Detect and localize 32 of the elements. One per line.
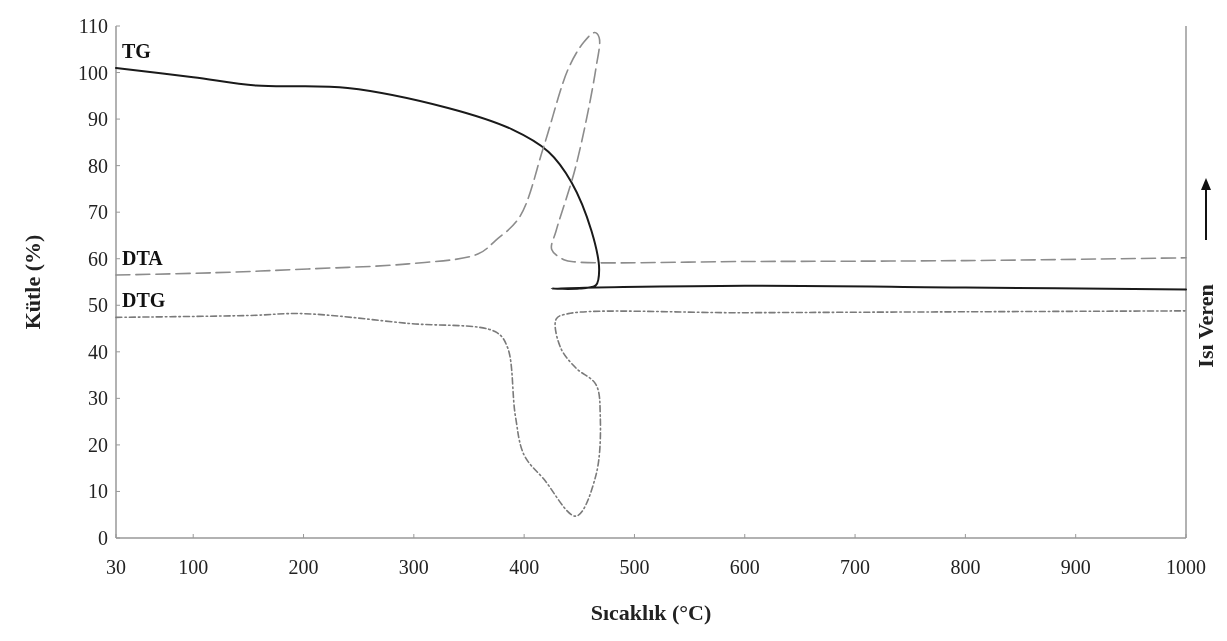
y-tick-label: 0 <box>98 527 108 549</box>
x-tick-label: 300 <box>398 556 429 578</box>
y-tick-label: 100 <box>78 61 108 84</box>
y-tick-label: 10 <box>88 480 108 503</box>
y-tick-label: 90 <box>88 108 108 131</box>
x-tick-label: 100 <box>178 556 209 578</box>
y-tick-label: 80 <box>88 154 108 177</box>
x-tick-label: 800 <box>950 556 981 578</box>
y-tick-label: 40 <box>88 340 108 363</box>
y-tick-label: 20 <box>88 433 108 456</box>
x-tick-label: 900 <box>1060 556 1091 578</box>
y-tick-label: 30 <box>88 387 108 410</box>
y-axis-title: Kütle (%) <box>20 234 45 330</box>
series-label: TG <box>122 39 152 62</box>
line-series <box>115 310 1187 517</box>
line-series <box>115 66 1187 291</box>
x-tick-label: 700 <box>840 556 871 578</box>
y2-axis-title: Isı Veren <box>1193 284 1218 368</box>
line-series <box>115 31 1187 276</box>
y-tick-label: 50 <box>88 294 108 317</box>
series-label: DTA <box>122 247 164 270</box>
y-tick-label: 60 <box>88 247 108 270</box>
x-axis-title: Sıcaklık (°C) <box>590 600 712 625</box>
x-tick-label: 600 <box>729 556 760 578</box>
series-label: DTG <box>122 289 166 312</box>
x-tick-label: 30 <box>106 556 126 578</box>
x-tick-label: 400 <box>509 556 540 578</box>
x-tick-label: 500 <box>619 556 650 578</box>
x-tick-label: 1000 <box>1166 556 1206 578</box>
y-tick-label: 110 <box>78 15 108 37</box>
y-tick-label: 70 <box>88 201 108 224</box>
x-tick-label: 200 <box>288 556 319 578</box>
